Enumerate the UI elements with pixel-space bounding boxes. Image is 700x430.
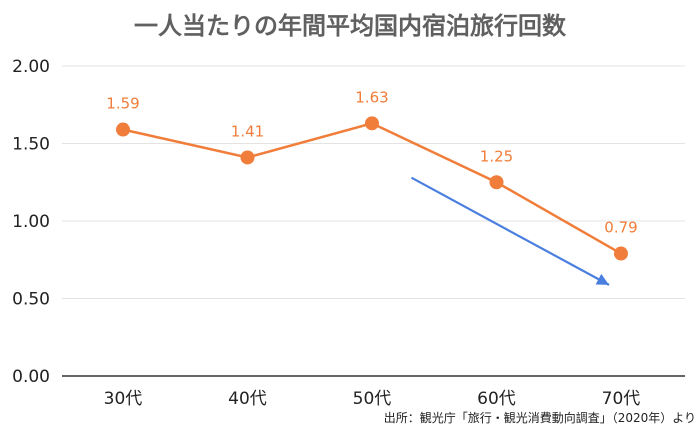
grid-lines [62,65,685,377]
series-line-group [116,116,628,261]
source-note: 出所：観光庁「旅行・観光消費動向調査」（2020年）より [384,410,696,425]
chart-title: 一人当たりの年間平均国内宿泊旅行回数 [134,12,567,40]
data-label: 1.59 [106,95,139,113]
data-label: 0.79 [604,219,637,237]
y-tick-label: 1.50 [12,135,50,155]
y-axis-ticks: 0.00 0.50 1.00 1.50 2.00 [12,57,50,387]
series-line [122,122,622,255]
x-tick-label: 70代 [602,389,641,409]
trend-arrow-line [410,176,610,286]
data-labels: 1.59 1.41 1.63 1.25 0.79 [106,88,637,236]
trend-arrow-group [410,176,610,286]
x-tick-label: 60代 [477,389,516,409]
data-point [240,150,255,165]
x-tick-label: 50代 [353,389,392,409]
trend-arrow-head [595,273,609,285]
data-label: 1.41 [231,122,264,140]
data-point [489,175,504,190]
y-tick-label: 0.00 [12,367,50,387]
data-label: 1.25 [480,147,513,165]
x-tick-label: 30代 [104,389,143,409]
y-tick-label: 0.50 [12,290,50,310]
data-point [116,122,130,137]
data-point [365,116,379,131]
y-tick-label: 1.00 [12,212,50,232]
x-tick-label: 40代 [228,389,267,409]
y-tick-label: 2.00 [12,57,50,77]
x-axis-ticks: 30代 40代 50代 60代 70代 [104,389,641,409]
data-point [614,246,628,261]
data-label: 1.63 [355,88,388,106]
